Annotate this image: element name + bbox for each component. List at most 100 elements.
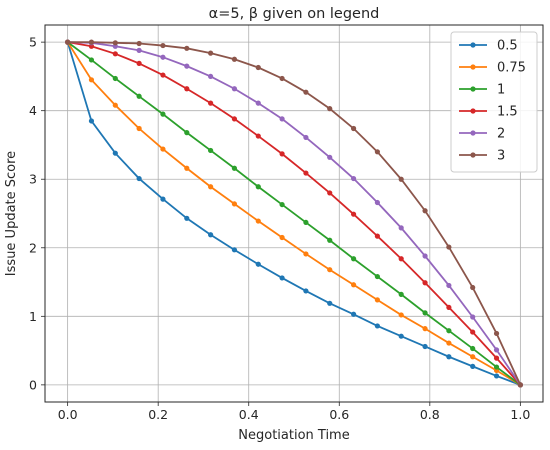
data-point [350,125,357,132]
data-point [517,382,523,388]
data-point [136,60,142,66]
y-tick-label: 3 [29,172,37,187]
legend-swatch-marker [470,152,476,158]
data-point [184,63,190,69]
data-point [65,39,71,45]
y-axis-label: Issue Update Score [4,151,19,276]
data-point [184,130,190,136]
data-point [231,247,238,253]
data-point [350,282,357,288]
data-point [303,134,309,141]
data-point [112,102,118,108]
data-point [327,190,333,196]
data-point [398,312,404,318]
data-point [112,75,118,82]
data-point [422,208,428,214]
data-point [255,218,261,224]
data-point [446,244,452,250]
legend-swatch-marker [470,130,476,136]
data-point [255,133,261,139]
series-line [67,41,522,386]
y-tick-label: 0 [29,377,37,392]
series-3 [65,39,523,388]
data-point [327,154,333,160]
data-point [398,291,404,297]
data-point [255,100,261,106]
data-point [279,116,285,122]
data-point [160,72,166,78]
x-tick-label: 0.6 [329,407,349,422]
data-point [493,355,500,361]
data-point [374,273,380,280]
data-point [208,232,214,238]
data-point [279,75,285,82]
data-point [398,256,404,262]
data-point [422,310,428,316]
legend-box [450,31,538,173]
data-point [470,354,476,360]
series-0_75 [65,39,523,388]
data-point [303,219,309,226]
x-tick-label: 0.4 [239,407,259,422]
y-tick-label: 1 [29,309,37,324]
data-point [184,165,190,171]
data-point [88,39,95,45]
data-point [446,340,452,346]
data-point [160,146,166,152]
legend-item: 1 [459,83,505,98]
data-point [231,86,238,92]
data-point [398,176,404,182]
data-point [327,237,333,243]
data-point [350,211,357,217]
data-point [303,288,309,294]
legend-label: 3 [497,149,505,164]
data-point [374,149,380,155]
plot-frame [44,24,544,403]
data-point [398,225,404,231]
legend-swatch-marker [470,64,476,70]
data-point [184,86,190,92]
data-point [112,150,118,156]
data-point [136,175,142,182]
series-layer [65,39,523,388]
data-point [493,364,500,370]
data-point [398,333,404,339]
data-point [208,184,214,190]
data-point [374,199,380,206]
data-point [112,40,118,46]
series-2 [65,39,523,388]
y-tick-label: 4 [29,103,37,118]
data-point [208,100,214,106]
data-point [279,151,285,157]
legend-label: 2 [497,127,505,142]
legend: 0.5 0.75 1 1.5 2 3 [450,31,538,173]
data-point [303,170,309,176]
data-point [327,106,333,112]
data-point [231,165,238,171]
data-point [446,328,452,334]
series-line [67,41,521,386]
data-point [422,343,428,350]
data-point [303,251,309,257]
data-point [327,300,333,306]
data-point [374,323,380,329]
data-point [327,267,333,273]
series-1 [65,39,523,388]
data-point [303,89,309,95]
data-point [112,51,118,57]
series-line [67,41,522,386]
legend-label: 0.5 [497,39,518,54]
data-point [160,54,166,60]
x-tick-label: 0.0 [58,407,78,422]
data-point [279,234,285,241]
data-point [184,215,190,221]
data-point [493,330,500,337]
x-tick-label: 0.8 [420,407,440,422]
data-point [493,347,500,353]
data-point [470,329,476,335]
data-point [350,311,357,317]
data-point [136,93,142,99]
data-point [470,363,476,369]
legend-swatch-marker [470,42,476,48]
